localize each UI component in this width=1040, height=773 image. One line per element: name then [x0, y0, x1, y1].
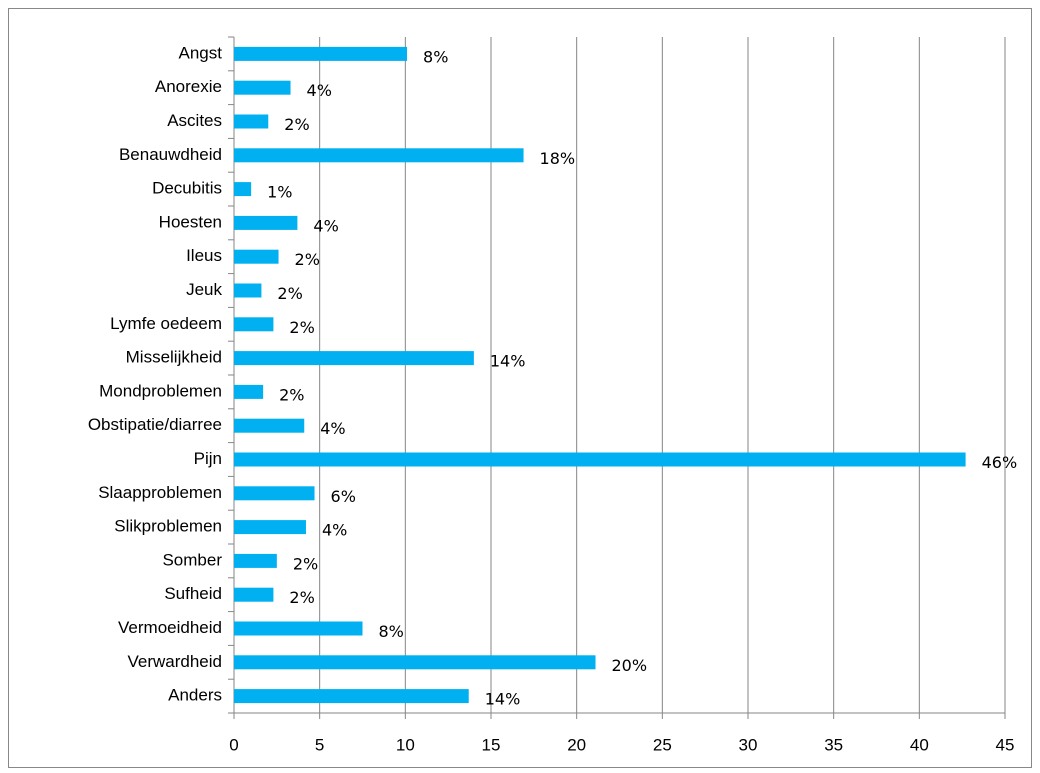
y-tick-label: Ileus: [186, 246, 222, 265]
chart-border: [8, 8, 1032, 768]
x-tick-label: 20: [567, 735, 586, 754]
value-label: 14%: [485, 690, 521, 709]
y-tick-label: Anorexie: [155, 77, 222, 96]
y-tick-label: Hoesten: [159, 212, 222, 231]
y-tick-label: Vermoeidheid: [118, 618, 222, 637]
x-tick-label: 0: [229, 735, 238, 754]
bar: [234, 351, 474, 366]
bar: [234, 148, 524, 163]
value-label: 14%: [490, 352, 526, 371]
value-label: 2%: [293, 554, 318, 573]
y-tick-label: Slaapproblemen: [98, 483, 222, 502]
bar: [234, 689, 469, 704]
value-label: 2%: [289, 318, 314, 337]
bar: [234, 587, 274, 602]
value-label: 2%: [284, 115, 309, 134]
value-label: 4%: [320, 419, 345, 438]
y-tick-label: Pijn: [194, 449, 222, 468]
bar: [234, 384, 264, 399]
y-tick-label: Jeuk: [186, 280, 222, 299]
bar: [234, 114, 269, 129]
x-tick-label: 30: [739, 735, 758, 754]
value-label: 18%: [540, 149, 576, 168]
value-label: 46%: [982, 453, 1018, 472]
bar: [234, 520, 306, 535]
bar: [234, 182, 252, 197]
bar: [234, 452, 966, 467]
value-label: 4%: [322, 521, 347, 540]
value-label: 8%: [379, 622, 404, 641]
x-tick-label: 5: [315, 735, 324, 754]
bar: [234, 553, 277, 568]
y-tick-label: Slikproblemen: [114, 517, 222, 536]
y-tick-label: Misselijkheid: [126, 348, 222, 367]
bar: [234, 655, 596, 670]
y-tick-label: Angst: [179, 43, 223, 62]
value-label: 4%: [307, 81, 332, 100]
x-tick-label: 25: [653, 735, 672, 754]
y-tick-label: Ascites: [167, 111, 222, 130]
value-label: 2%: [277, 284, 302, 303]
value-label: 2%: [279, 385, 304, 404]
value-label: 1%: [267, 183, 292, 202]
value-label: 4%: [313, 216, 338, 235]
y-tick-label: Decubitis: [152, 179, 222, 198]
y-tick-label: Sufheid: [164, 584, 222, 603]
bar: [234, 317, 274, 332]
y-tick-label: Lymfe oedeem: [110, 314, 222, 333]
bar: [234, 621, 363, 636]
x-tick-label: 10: [396, 735, 415, 754]
x-tick-label: 35: [824, 735, 843, 754]
value-label: 2%: [289, 588, 314, 607]
x-tick-label: 15: [482, 735, 501, 754]
y-tick-label: Anders: [168, 686, 222, 705]
y-tick-label: Mondproblemen: [99, 381, 222, 400]
bar: [234, 418, 305, 433]
x-tick-label: 40: [910, 735, 929, 754]
value-label: 20%: [612, 656, 648, 675]
y-tick-label: Verwardheid: [127, 652, 222, 671]
y-tick-label: Obstipatie/diarree: [88, 415, 222, 434]
bar: [234, 80, 291, 95]
y-tick-label: Benauwdheid: [119, 145, 222, 164]
value-label: 8%: [423, 47, 448, 66]
bar: [234, 215, 298, 230]
value-label: 2%: [295, 250, 320, 269]
bar: [234, 249, 279, 264]
bar: [234, 46, 408, 61]
x-tick-label: 45: [996, 735, 1015, 754]
value-label: 6%: [331, 487, 356, 506]
bar: [234, 486, 315, 501]
y-tick-label: Somber: [162, 550, 222, 569]
bar: [234, 283, 262, 298]
